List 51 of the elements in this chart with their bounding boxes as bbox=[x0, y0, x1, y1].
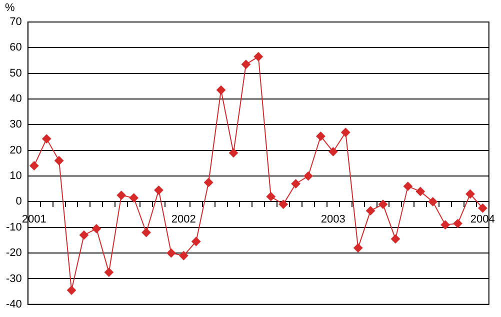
y-tick-label: -20 bbox=[6, 247, 22, 260]
point bbox=[79, 230, 88, 240]
y-tick-label: 40 bbox=[10, 93, 22, 106]
point bbox=[403, 182, 412, 191]
y-tick-label: 50 bbox=[10, 67, 22, 80]
point bbox=[104, 268, 114, 277]
point bbox=[92, 224, 101, 234]
point bbox=[428, 197, 438, 206]
y-axis-title: % bbox=[5, 2, 15, 14]
y-tick-label: 70 bbox=[10, 16, 22, 28]
point bbox=[67, 286, 76, 295]
y-tick-label: -10 bbox=[6, 221, 22, 234]
point bbox=[390, 234, 400, 244]
point bbox=[466, 190, 475, 199]
point bbox=[328, 147, 338, 156]
x-tick-label: 2002 bbox=[171, 213, 196, 226]
point bbox=[241, 60, 250, 69]
point bbox=[204, 178, 214, 187]
point bbox=[354, 243, 363, 252]
y-tick-label: 60 bbox=[10, 42, 22, 54]
point bbox=[254, 52, 263, 62]
point bbox=[116, 190, 126, 200]
point bbox=[192, 237, 201, 246]
point bbox=[42, 134, 52, 144]
point bbox=[154, 186, 164, 195]
point bbox=[440, 220, 450, 230]
point bbox=[278, 200, 288, 209]
point bbox=[30, 161, 39, 170]
point bbox=[129, 193, 138, 202]
point bbox=[166, 248, 176, 258]
y-tick-label: -40 bbox=[6, 298, 22, 310]
point bbox=[142, 228, 151, 238]
y-tick-label: 10 bbox=[10, 170, 22, 182]
point bbox=[291, 179, 300, 188]
point bbox=[316, 132, 326, 141]
point bbox=[366, 206, 376, 216]
point bbox=[341, 128, 350, 137]
point bbox=[179, 251, 188, 260]
y-tick-label: 0 bbox=[16, 196, 22, 208]
point bbox=[216, 86, 226, 95]
point bbox=[266, 192, 276, 202]
y-tick-label: -30 bbox=[6, 272, 22, 285]
x-tick-label: 2003 bbox=[320, 213, 346, 226]
point bbox=[54, 156, 64, 166]
y-tick-label: 20 bbox=[10, 144, 22, 156]
point bbox=[378, 200, 388, 209]
point bbox=[304, 172, 313, 181]
point bbox=[453, 219, 462, 228]
point bbox=[228, 148, 238, 158]
y-tick-label: 30 bbox=[10, 118, 22, 131]
point bbox=[416, 186, 425, 196]
